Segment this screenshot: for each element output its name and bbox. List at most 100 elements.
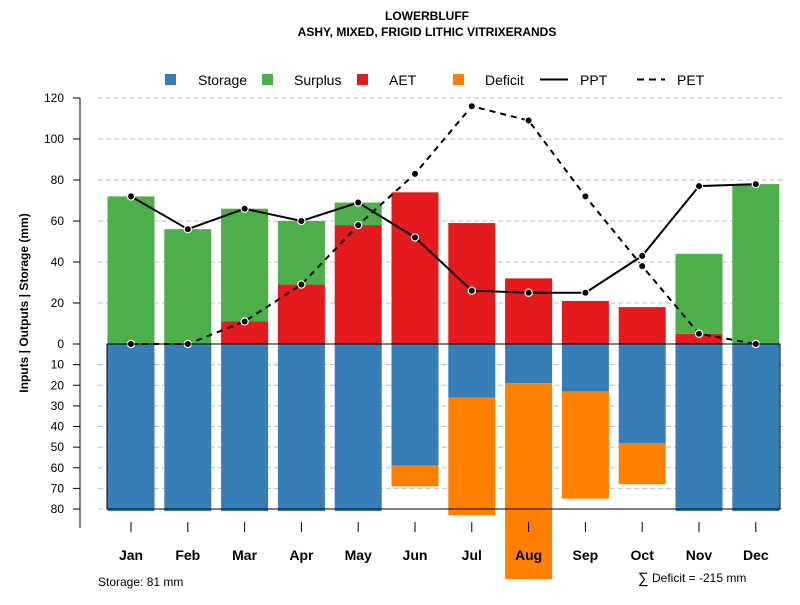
surplus-bar <box>277 221 325 285</box>
storage-bar <box>448 344 496 398</box>
y-tick-label: 20 <box>51 296 65 310</box>
chart-subtitle: ASHY, MIXED, FRIGID LITHIC VITRIXERANDS <box>298 25 557 39</box>
sum-symbol: ∑ <box>638 570 649 587</box>
y-tick-label: 10 <box>51 358 65 372</box>
storage-bar <box>277 344 325 512</box>
surplus-bar <box>164 229 212 344</box>
y-tick-label: 60 <box>51 461 65 475</box>
pet-line-point <box>467 101 476 111</box>
bars <box>107 184 780 580</box>
axes: 0 20 40 60 80 100 120 10 20 30 40 50 60 70 80 Jan Feb Mar… <box>44 91 781 563</box>
aet-bar <box>618 307 666 344</box>
pet-line-point <box>354 220 363 230</box>
legend-label-ppt: PPT <box>580 72 608 88</box>
deficit-bar <box>448 397 496 516</box>
month-label: Sep <box>573 547 599 563</box>
legend-swatch-surplus <box>262 74 273 85</box>
aet-bar <box>391 192 439 344</box>
storage-bar <box>391 344 439 466</box>
y-tick-label: 80 <box>51 173 65 187</box>
y-axis-label: Inputs | Outputs | Storage (mm) <box>17 213 31 392</box>
ppt-line-point <box>126 192 136 201</box>
storage-bar <box>732 344 780 512</box>
month-label: Apr <box>289 547 314 563</box>
deficit-bar <box>391 465 439 487</box>
ppt-line-point <box>638 251 647 261</box>
ppt-line-point <box>410 233 420 242</box>
month-label: Feb <box>175 547 200 563</box>
y-tick-label: 40 <box>51 420 65 434</box>
storage-footer: Storage: 81 mm <box>98 575 183 589</box>
aet-bar <box>334 225 382 344</box>
storage-bar <box>164 344 212 512</box>
legend-label-deficit: Deficit <box>485 72 524 88</box>
legend-swatch-aet <box>357 74 368 85</box>
y-tick-label: 60 <box>51 214 65 228</box>
lines <box>126 101 761 349</box>
storage-bar <box>221 344 269 512</box>
ppt-line-point <box>297 216 306 226</box>
chart-title: LOWERBLUFF <box>385 9 469 23</box>
ppt-line-point <box>183 224 192 234</box>
y-tick-label: 50 <box>51 440 65 454</box>
storage-bar <box>107 344 155 512</box>
ppt-line-point <box>581 288 590 297</box>
month-label: Aug <box>515 547 542 563</box>
y-tick-label: 0 <box>57 337 64 351</box>
month-label: Dec <box>743 547 769 563</box>
month-label: Jul <box>462 547 482 563</box>
aet-bar <box>448 223 496 344</box>
month-label: Nov <box>686 547 713 563</box>
deficit-bar <box>618 443 666 485</box>
surplus-bar <box>675 253 723 334</box>
y-tick-label: 100 <box>44 132 64 146</box>
deficit-footer: Deficit = -215 mm <box>652 571 746 585</box>
storage-bar <box>334 344 382 512</box>
surplus-bar <box>221 208 269 322</box>
storage-bar <box>675 344 723 512</box>
ppt-line-point <box>751 179 761 189</box>
surplus-bar <box>334 202 382 226</box>
y-tick-label: 120 <box>44 91 64 105</box>
legend-swatch-storage <box>165 74 176 85</box>
month-label: Jun <box>403 547 428 563</box>
storage-bar <box>618 344 666 443</box>
y-tick-label: 40 <box>51 255 65 269</box>
legend-label-aet: AET <box>389 72 417 88</box>
pet-line-point <box>410 169 420 179</box>
pet-line-point <box>524 116 533 125</box>
pet-line-point <box>638 261 647 271</box>
aet-bar <box>277 284 325 344</box>
ppt-line <box>130 183 756 294</box>
pet-line-point <box>240 317 249 326</box>
storage-bar <box>505 344 553 384</box>
deficit-bar <box>561 391 609 499</box>
aet-bar <box>505 278 553 344</box>
y-tick-label: 70 <box>51 481 65 495</box>
ppt-line-point <box>467 286 476 295</box>
month-label: May <box>345 547 372 563</box>
pet-line-point <box>694 329 704 338</box>
pet-line-point <box>297 280 306 289</box>
surplus-bar <box>107 196 155 344</box>
gridlines <box>98 97 785 510</box>
storage-bar <box>561 344 609 392</box>
ppt-line-point <box>524 288 533 297</box>
month-label: Oct <box>631 547 655 563</box>
surplus-bar <box>732 184 780 344</box>
legend-label-pet: PET <box>677 72 705 88</box>
legend-label-storage: Storage <box>198 72 247 88</box>
ppt-line-point <box>694 181 704 191</box>
month-label: Mar <box>232 547 257 563</box>
deficit-bar <box>505 383 553 580</box>
aet-bar <box>561 300 609 344</box>
aet-bar <box>675 333 723 344</box>
ppt-line-point <box>240 204 249 213</box>
legend-swatch-deficit <box>453 74 464 85</box>
y-tick-label: 30 <box>51 399 65 413</box>
ppt-line-point <box>354 198 363 207</box>
pet-line <box>131 105 756 345</box>
y-tick-label: 20 <box>51 378 65 392</box>
legend: Storage Surplus AET Deficit PPT PET <box>165 72 705 88</box>
